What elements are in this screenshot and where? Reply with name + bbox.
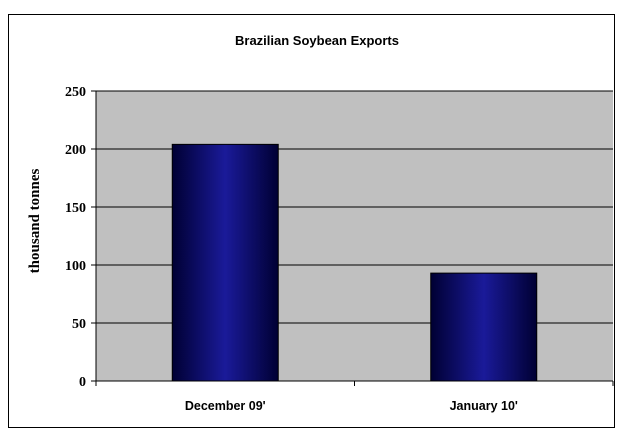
axes xyxy=(91,90,614,386)
y-tick-label: 200 xyxy=(65,143,86,158)
axis-labels: 0 50 100 150 200 250 December 09' January 10' xyxy=(65,85,518,413)
y-axis-label: thousand tonnes xyxy=(27,169,43,274)
y-tick-label: 50 xyxy=(72,317,86,332)
x-category-label: December 09' xyxy=(185,399,266,413)
x-category-label: January 10' xyxy=(450,399,518,413)
bar-1 xyxy=(430,272,538,382)
y-tick-label: 0 xyxy=(79,375,86,390)
bar-0 xyxy=(171,143,279,382)
chart-frame: Brazilian Soybean Exports thousand tonne… xyxy=(8,14,615,428)
y-tick-label: 100 xyxy=(65,259,86,274)
bar-chart: Brazilian Soybean Exports thousand tonne… xyxy=(27,33,614,413)
y-tick-label: 250 xyxy=(65,85,86,100)
chart-title: Brazilian Soybean Exports xyxy=(235,33,399,48)
bars xyxy=(171,143,538,382)
y-tick-label: 150 xyxy=(65,201,86,216)
